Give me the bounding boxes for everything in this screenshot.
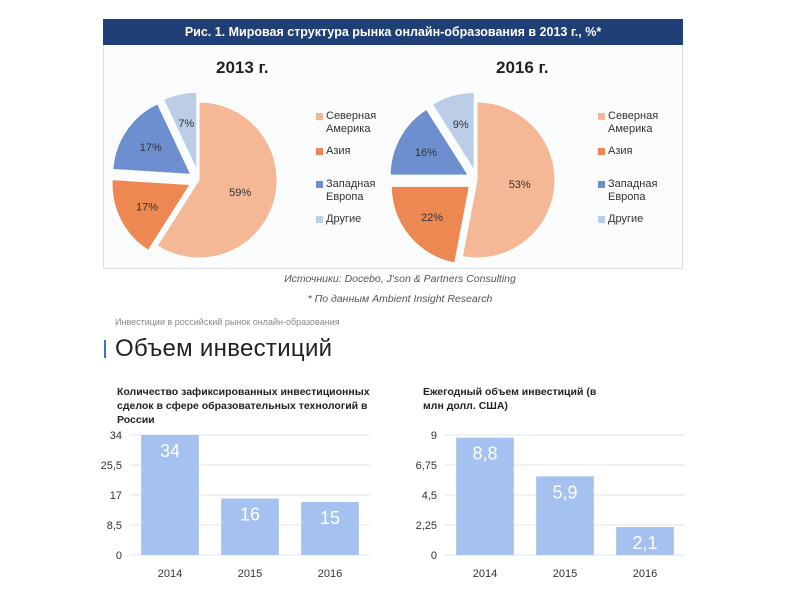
section-title: Объем инвестиций [115,335,333,362]
pie-slice [112,103,192,175]
y-tick-label: 34 [110,430,122,442]
legend-label: Другие [326,213,362,225]
pie-chart-2013: 59% 17% 17% 7% [111,91,278,259]
bar [456,437,514,555]
pie-slice-label: 17% [136,201,158,213]
pie-slice-label: 53% [509,179,531,191]
pie-chart-2016: 53% 22% 16% 9% [389,91,556,264]
investment-chart-title: Ежегодный объем инвестиций (в млн долл. … [423,386,597,412]
legend-label: Азия [608,145,633,157]
legend-swatch [598,113,605,120]
y-tick-label: 0 [431,550,437,562]
bar [221,498,279,555]
x-tick-label: 2015 [553,568,577,580]
legend-label: Западная Европа [326,178,376,203]
pie-slice [461,101,556,259]
pie-slice-label: 16% [415,147,437,159]
y-tick-label: 25,5 [101,460,122,472]
legend-swatch [316,148,323,155]
legend-swatch [598,148,605,155]
y-tick-label: 4,5 [422,490,437,502]
legend-swatch [316,113,323,120]
legend-swatch [316,181,323,188]
legend-label: Западная Европа [608,178,658,203]
investment-bar-chart: 0 2,25 4,5 6,75 9 8,8 2014 5,9 2015 2,1 2016 [416,430,685,580]
x-tick-label: 2016 [633,568,657,580]
bar-value-label: 8,8 [472,444,497,464]
bar [536,476,594,555]
bar-value-label: 2,1 [632,533,657,553]
bar-value-label: 15 [320,508,340,528]
x-tick-label: 2016 [318,568,342,580]
section-accent-bar [104,340,106,358]
pie-slice [162,91,198,171]
pie-slice-label: 9% [453,119,469,131]
pie-slice-label: 59% [229,187,251,199]
pie-slice-label: 17% [140,142,162,154]
bar [141,435,199,555]
legend-swatch [598,216,605,223]
pie-slice [431,91,475,173]
bar-value-label: 5,9 [552,482,577,502]
figure-1-panel: Рис. 1. Мировая структура рынка онлайн-о… [103,19,683,269]
pie-slice [390,185,470,264]
y-tick-label: 2,25 [416,520,437,532]
bar [616,527,674,555]
legend-label: Азия [326,145,351,157]
y-tick-label: 6,75 [416,460,437,472]
bar [301,502,359,555]
y-tick-label: 8,5 [107,520,122,532]
footnote: * По данным Ambient Insight Research [307,293,493,305]
legend-label: Северная Америка [326,110,377,135]
legend-label: Северная Америка [608,110,659,135]
source-note: Источники: Docebo, J'son & Partners Cons… [284,273,516,285]
pie-2013-title: 2013 г. [216,58,269,77]
pie-slice [389,108,470,176]
x-tick-label: 2015 [238,568,262,580]
pie-slice-label: 22% [421,212,443,224]
deals-bar-chart: 0 8,5 17 25,5 34 34 2014 16 2015 15 2016 [101,430,370,580]
pie-2016-title: 2016 г. [496,58,549,77]
legend-swatch [598,181,605,188]
bar-value-label: 34 [160,441,180,461]
figure-1-header: Рис. 1. Мировая структура рынка онлайн-о… [103,19,683,45]
x-tick-label: 2014 [158,568,182,580]
bar-value-label: 16 [240,505,260,525]
deals-chart-title: Количество зафиксированных инвестиционны… [117,386,370,426]
y-tick-label: 17 [110,490,122,502]
y-tick-label: 0 [116,550,122,562]
pie-slice-label: 7% [178,118,194,130]
legend-label: Другие [608,213,644,225]
breadcrumb: Инвестиции в российский рынок онлайн-обр… [115,317,340,327]
pie-slice [111,179,191,252]
x-tick-label: 2014 [473,568,497,580]
pie-slice [156,101,278,259]
y-tick-label: 9 [431,430,437,442]
legend-swatch [316,216,323,223]
